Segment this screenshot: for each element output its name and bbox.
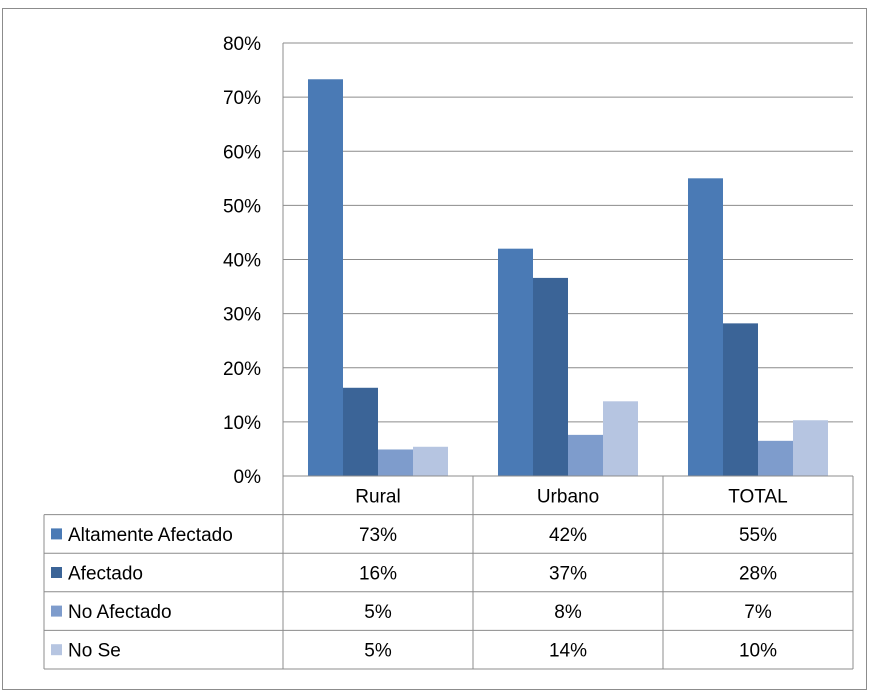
table-value: 8%	[554, 602, 582, 623]
y-tick-label: 80%	[223, 34, 261, 55]
bar	[308, 79, 343, 477]
table-value: 28%	[739, 564, 777, 585]
table-value: 73%	[359, 525, 397, 546]
legend-swatch	[51, 605, 62, 617]
legend-swatch	[51, 644, 62, 656]
bar	[688, 178, 723, 476]
bar	[413, 446, 448, 476]
table-value: 42%	[549, 525, 587, 546]
y-tick-label: 0%	[234, 467, 262, 488]
y-tick-label: 40%	[223, 251, 261, 272]
y-tick-label: 30%	[223, 305, 261, 326]
table-value: 5%	[364, 641, 392, 662]
x-category-label: TOTAL	[728, 486, 787, 507]
bar	[568, 434, 603, 476]
bar	[378, 449, 413, 476]
x-category-label: Rural	[355, 486, 400, 507]
table-value: 37%	[549, 564, 587, 585]
legend-label: No Se	[68, 641, 121, 662]
bar	[723, 323, 758, 476]
y-tick-label: 70%	[223, 88, 261, 109]
table-value: 10%	[739, 641, 777, 662]
table-value: 14%	[549, 641, 587, 662]
y-tick-label: 20%	[223, 359, 261, 380]
bar	[498, 248, 533, 476]
legend-label: Altamente Afectado	[68, 525, 233, 546]
legend-label: No Afectado	[68, 602, 172, 623]
table-value: 7%	[744, 602, 772, 623]
bar	[533, 277, 568, 476]
bar	[793, 420, 828, 476]
legend-swatch	[51, 528, 62, 540]
y-tick-label: 60%	[223, 142, 261, 163]
bar	[758, 440, 793, 476]
table-value: 16%	[359, 564, 397, 585]
x-category-label: Urbano	[537, 486, 599, 507]
bar	[343, 387, 378, 476]
bar	[603, 401, 638, 476]
legend-swatch	[51, 567, 62, 578]
y-tick-label: 50%	[223, 196, 261, 217]
legend-label: Afectado	[68, 564, 143, 585]
table-value: 5%	[364, 602, 392, 623]
y-tick-label: 10%	[223, 413, 261, 434]
table-value: 55%	[739, 525, 777, 546]
